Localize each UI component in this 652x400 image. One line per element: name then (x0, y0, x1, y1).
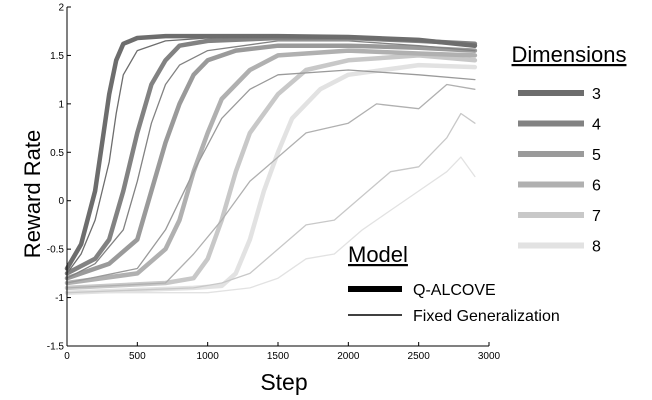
series-line-7-fixed-generalization (66, 112, 476, 294)
x-tick-label: 1500 (267, 351, 290, 362)
dimension-legend-label-3: 3 (592, 86, 601, 103)
y-tick-label: 0 (58, 196, 64, 207)
model-legend: Model Q-ALCOVE Fixed Generalization (348, 242, 560, 325)
dimensions-legend: Dimensions 3 4 5 6 7 8 (512, 42, 627, 256)
y-tick-label: 1.5 (50, 51, 64, 62)
y-tick-label: 1 (58, 99, 64, 110)
series-line-4-fixed-generalization (66, 40, 476, 279)
dimension-legend-label-8: 8 (592, 239, 601, 256)
x-tick-label: 0 (64, 351, 70, 362)
series-line-5-q-alcove (64, 43, 478, 281)
y-tick-label: 0.5 (50, 148, 64, 159)
series-line-8-fixed-generalization (66, 156, 476, 294)
y-axis-title: Reward Rate (20, 130, 45, 258)
y-tick-label: 2 (58, 3, 64, 14)
series-line-8-q-alcove (64, 62, 478, 295)
x-axis-title: Step (260, 369, 307, 395)
dimension-legend-label-5: 5 (592, 147, 601, 164)
x-tick-label: 3000 (478, 351, 501, 362)
series-line-6-q-alcove (64, 48, 478, 286)
model-legend-label-fixed-generalization: Fixed Generalization (413, 308, 560, 325)
dimension-legend-label-7: 7 (592, 208, 601, 225)
series-layer (64, 33, 478, 295)
series-line-3-fixed-generalization (66, 35, 476, 275)
axes-layer: 0 500 1000 1500 2000 2500 3000 -1.5 -1 -0.5 0 0.5 1 1… (47, 3, 501, 363)
x-tick-label: 2500 (408, 351, 431, 362)
x-tick-label: 1000 (197, 351, 220, 362)
x-tick-label: 2000 (337, 351, 360, 362)
series-line-7-q-alcove (64, 53, 478, 291)
series-line-6-fixed-generalization (66, 83, 476, 289)
y-tick-label: -1 (55, 293, 64, 304)
dimensions-legend-title: Dimensions (512, 42, 627, 67)
y-tick-label: -0.5 (47, 245, 65, 256)
model-legend-title: Model (348, 242, 408, 267)
x-tick-label: 500 (129, 351, 146, 362)
y-tick-label: -1.5 (47, 342, 65, 353)
series-line-4-q-alcove (64, 35, 478, 276)
series-line-5-fixed-generalization (66, 69, 476, 284)
series-line-3-q-alcove (64, 33, 478, 271)
model-legend-label-q-alcove: Q-ALCOVE (413, 282, 496, 299)
dimension-legend-label-4: 4 (592, 117, 601, 134)
dimension-legend-label-6: 6 (592, 178, 601, 195)
